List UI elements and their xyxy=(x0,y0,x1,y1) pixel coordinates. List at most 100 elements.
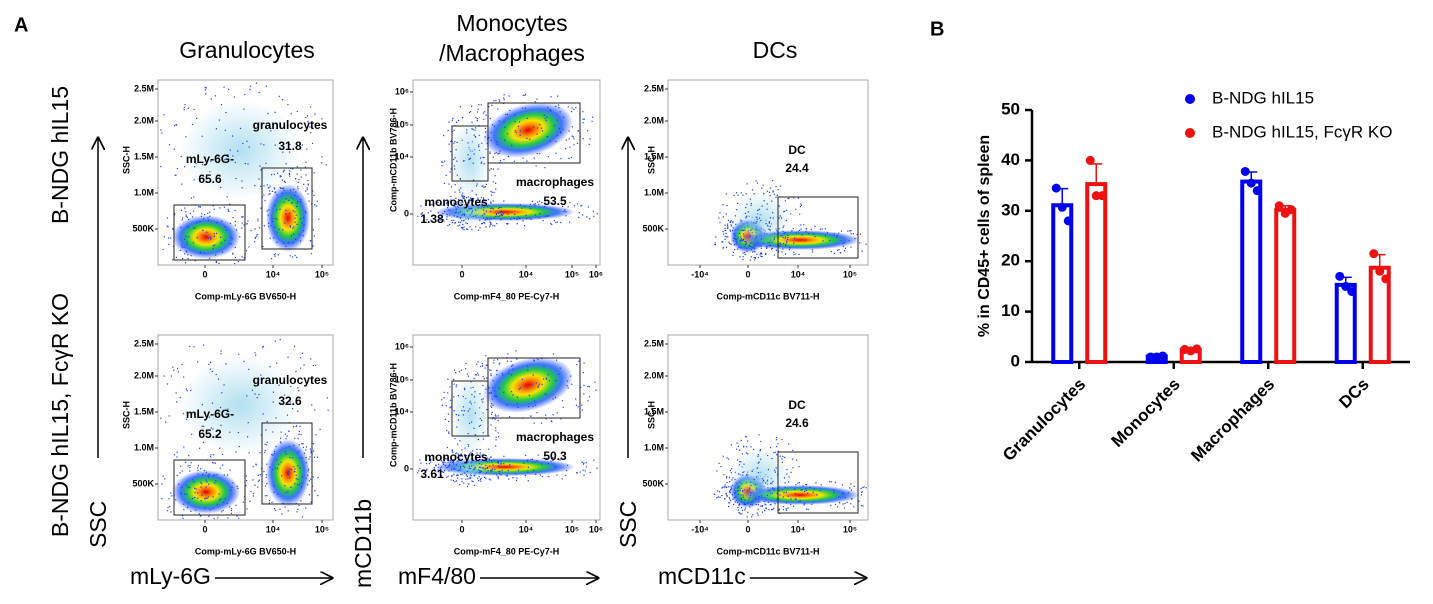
event-dot xyxy=(251,389,253,391)
event-dot xyxy=(490,202,492,204)
event-dot xyxy=(445,429,448,432)
event-dot xyxy=(565,211,567,213)
event-dot xyxy=(450,186,453,188)
event-dot xyxy=(260,207,262,209)
event-dot xyxy=(542,378,545,380)
event-dot xyxy=(485,202,487,204)
event-dot xyxy=(482,209,485,211)
event-dot xyxy=(469,467,472,470)
event-dot xyxy=(734,234,736,237)
event-dot xyxy=(495,427,497,429)
event-dot xyxy=(538,200,541,202)
event-dot xyxy=(515,473,517,475)
event-dot xyxy=(160,417,162,419)
event-dot xyxy=(773,507,775,509)
event-dot xyxy=(306,148,308,150)
event-dot xyxy=(482,401,484,403)
event-dot xyxy=(273,237,275,239)
event-dot xyxy=(441,404,443,406)
event-dot xyxy=(224,129,226,131)
event-dot xyxy=(442,213,444,215)
event-dot xyxy=(232,482,234,484)
event-dot xyxy=(560,418,562,420)
event-dot xyxy=(573,144,575,146)
axis-arrow-label: mCD11c xyxy=(658,563,746,589)
event-dot xyxy=(229,203,231,205)
event-dot xyxy=(490,469,492,471)
event-dot xyxy=(540,422,543,424)
event-dot xyxy=(439,219,441,221)
event-dot xyxy=(490,456,492,458)
event-dot xyxy=(478,472,480,474)
event-dot xyxy=(720,465,722,468)
event-dot xyxy=(458,189,460,191)
event-dot xyxy=(271,218,273,220)
event-dot xyxy=(181,246,183,248)
event-dot xyxy=(462,406,465,408)
event-dot xyxy=(757,514,759,516)
event-dot xyxy=(314,409,316,411)
event-dot xyxy=(735,241,738,243)
event-dot xyxy=(506,113,509,116)
event-dot xyxy=(260,434,262,436)
event-dot xyxy=(278,228,280,230)
event-dot xyxy=(201,404,203,406)
event-dot xyxy=(779,455,781,457)
event-dot xyxy=(301,222,303,224)
event-dot xyxy=(735,243,737,245)
event-dot xyxy=(773,489,775,491)
event-dot xyxy=(737,486,739,488)
event-dot xyxy=(298,483,301,486)
event-dot xyxy=(420,205,422,207)
event-dot xyxy=(738,485,741,487)
event-dot xyxy=(308,458,310,460)
event-dot xyxy=(188,454,190,457)
event-dot xyxy=(743,504,745,506)
event-dot xyxy=(776,454,778,456)
event-dot xyxy=(298,178,300,181)
event-dot xyxy=(473,153,475,155)
event-dot xyxy=(294,194,296,197)
event-dot xyxy=(281,513,283,515)
event-dot xyxy=(783,233,785,235)
event-dot xyxy=(287,103,289,106)
event-dot xyxy=(263,144,265,146)
event-dot xyxy=(268,225,270,228)
event-dot xyxy=(462,226,464,229)
y-tick-label: 2.0M xyxy=(644,115,664,125)
event-dot xyxy=(728,502,730,504)
event-dot xyxy=(446,214,448,216)
event-dot xyxy=(208,363,210,365)
event-dot xyxy=(171,495,173,497)
event-dot xyxy=(503,94,505,96)
event-dot xyxy=(496,143,498,145)
event-dot xyxy=(714,244,717,246)
event-dot xyxy=(770,508,773,511)
event-dot xyxy=(289,170,291,172)
event-dot xyxy=(210,160,212,162)
event-dot xyxy=(300,485,303,488)
event-dot xyxy=(537,385,540,387)
event-dot xyxy=(749,198,751,200)
event-dot xyxy=(259,452,261,454)
event-dot xyxy=(728,458,730,460)
event-dot xyxy=(276,218,278,220)
event-dot xyxy=(787,234,789,236)
event-dot xyxy=(490,424,492,426)
event-dot xyxy=(497,153,499,155)
event-dot xyxy=(533,360,535,362)
event-dot xyxy=(735,448,738,450)
event-dot xyxy=(779,242,781,244)
event-dot xyxy=(219,447,221,449)
event-dot xyxy=(303,452,306,454)
event-dot xyxy=(448,143,450,145)
y-tick-label: 0 xyxy=(1011,351,1020,370)
event-dot xyxy=(168,498,170,500)
event-dot xyxy=(454,211,457,214)
event-dot xyxy=(726,475,728,478)
event-dot xyxy=(585,462,587,464)
event-dot xyxy=(490,131,492,134)
event-dot xyxy=(198,447,201,449)
event-dot xyxy=(784,232,786,234)
